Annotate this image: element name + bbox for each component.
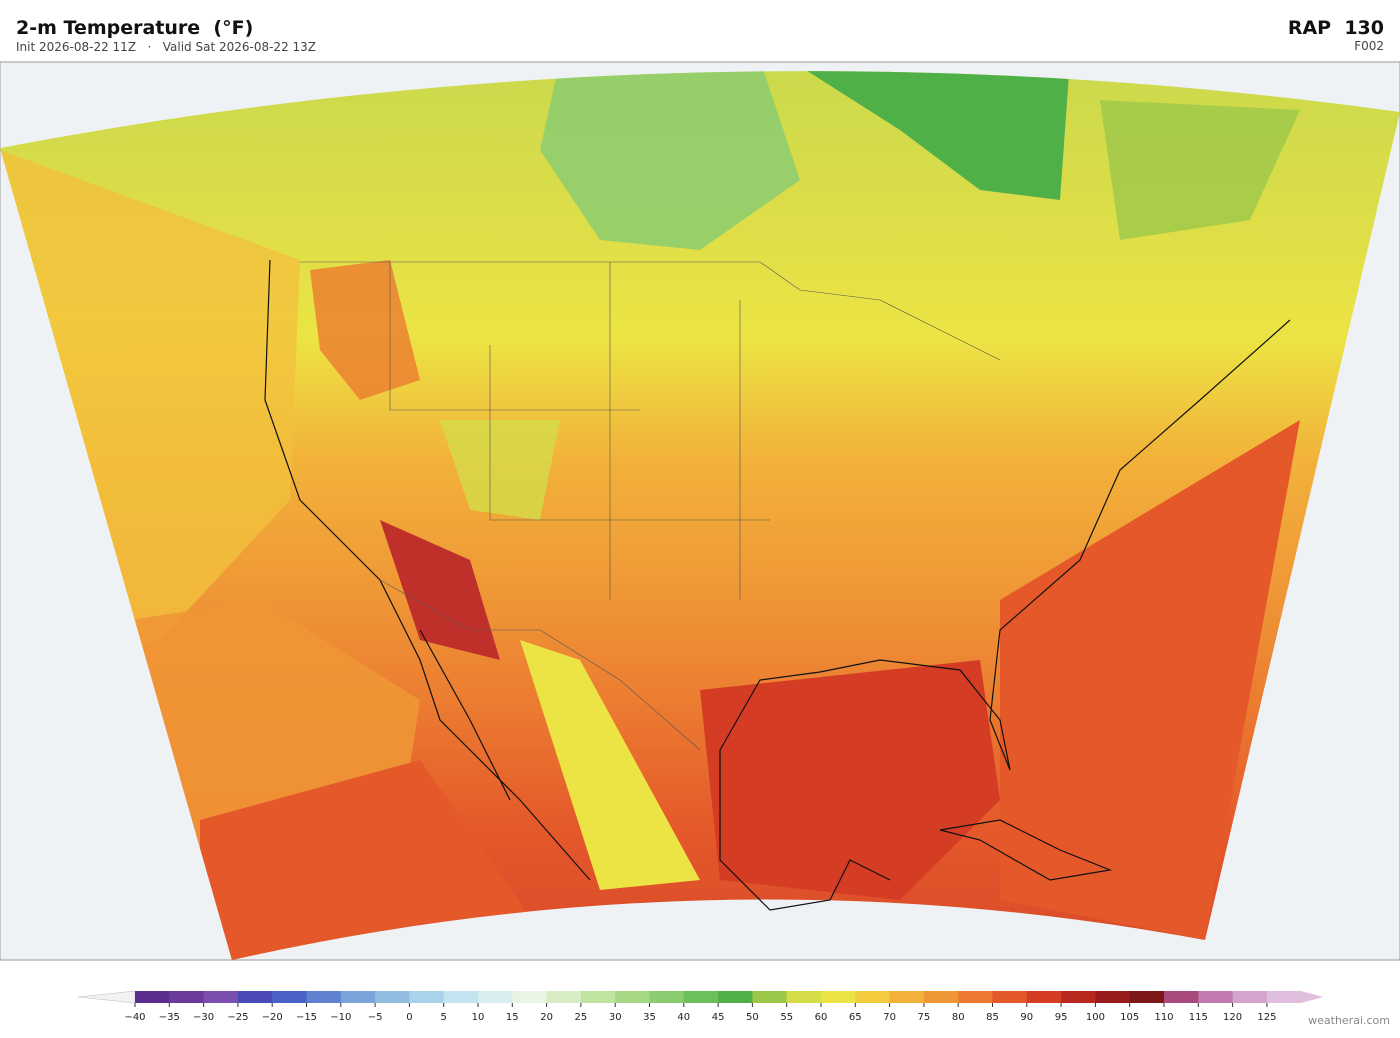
colorbar-tick-label: −15: [296, 1012, 317, 1023]
colorbar-segment: [306, 991, 342, 1003]
colorbar-tick-label: 0: [406, 1012, 412, 1023]
colorbar-segment: [786, 991, 822, 1003]
colorbar-segment: [169, 991, 204, 1003]
colorbar-tick-label: 120: [1223, 1012, 1242, 1023]
colorbar-tick-label: 45: [712, 1012, 725, 1023]
title: 2-m Temperature (°F): [16, 17, 253, 39]
colorbar-tick-label: 35: [643, 1012, 656, 1023]
colorbar-extension: [1301, 991, 1324, 1003]
colorbar-tick-label: 15: [506, 1012, 519, 1023]
colorbar-segment: [478, 991, 513, 1003]
colorbar-tick-label: 70: [883, 1012, 896, 1023]
colorbar-tick-label: 100: [1086, 1012, 1105, 1023]
colorbar-segment: [1198, 991, 1233, 1003]
colorbar-segment: [237, 991, 273, 1003]
borders: [300, 261, 1001, 751]
colorbar-segment: [1164, 991, 1199, 1003]
colorbar-segment: [718, 991, 753, 1003]
colorbar-tick-label: 60: [815, 1012, 828, 1023]
colorbar-tick-label: 40: [677, 1012, 690, 1023]
colorbar-tick-label: 50: [746, 1012, 759, 1023]
colorbar-segment: [958, 991, 993, 1003]
colorbar-segment: [1266, 991, 1302, 1003]
colorbar-segment: [203, 991, 239, 1003]
colorbar-tick-label: −30: [193, 1012, 214, 1023]
colorbar-segment: [992, 991, 1028, 1003]
colorbar-tick-label: 80: [952, 1012, 965, 1023]
colorbar-segment: [443, 991, 479, 1003]
colorbar-tick-label: 90: [1020, 1012, 1033, 1023]
colorbar-tick-label: 85: [986, 1012, 999, 1023]
forecast-hour: F002: [1354, 39, 1384, 53]
credit: weatherai.com: [1308, 1014, 1390, 1027]
colorbar-tick-label: 125: [1257, 1012, 1276, 1023]
colorbar-segment: [1129, 991, 1165, 1003]
model-label: RAP 130: [1288, 17, 1384, 39]
colorbar-segment: [1026, 991, 1062, 1003]
colorbar-tick-label: −20: [262, 1012, 283, 1023]
colorbar-tick-label: −25: [227, 1012, 248, 1023]
colorbar-tick-label: 110: [1154, 1012, 1173, 1023]
colorbar-tick-label: 30: [609, 1012, 622, 1023]
colorbar-extension: [77, 990, 136, 1004]
coastlines: [264, 259, 1291, 911]
colorbar-tick-label: 25: [575, 1012, 588, 1023]
colorbar-segment: [512, 991, 547, 1003]
colorbar-segment: [546, 991, 582, 1003]
colorbar-tick-label: −10: [330, 1012, 351, 1023]
colorbar-segment: [752, 991, 788, 1003]
colorbar-segment: [855, 991, 890, 1003]
colorbar: −40 −35 −30 −25 −20 −15 −10 −5 0 5 10 15 20 25 30 35 40 4…: [77, 990, 1324, 1023]
colorbar-tick-label: −35: [159, 1012, 180, 1023]
colorbar-tick-label: 75: [918, 1012, 931, 1023]
colorbar-segment: [889, 991, 925, 1003]
colorbar-segment: [649, 991, 685, 1003]
colorbar-tick-label: 5: [441, 1012, 447, 1023]
colorbar-tick-label: 105: [1120, 1012, 1139, 1023]
colorbar-segment: [135, 991, 170, 1003]
colorbar-tick-label: 55: [780, 1012, 793, 1023]
colorbar-segment: [1061, 991, 1096, 1003]
colorbar-tick-label: 65: [849, 1012, 862, 1023]
colorbar-segment: [580, 991, 616, 1003]
colorbar-segment: [272, 991, 307, 1003]
colorbar-segment: [340, 991, 376, 1003]
colorbar-segment: [1232, 991, 1268, 1003]
colorbar-segment: [615, 991, 650, 1003]
subtitle: Init 2026-08-22 11Z · Valid Sat 2026-08-…: [16, 40, 316, 54]
colorbar-segment: [409, 991, 445, 1003]
colorbar-tick-label: 10: [472, 1012, 485, 1023]
colorbar-tick-label: −40: [124, 1012, 145, 1023]
colorbar-segment: [1095, 991, 1131, 1003]
colorbar-tick-label: 20: [540, 1012, 553, 1023]
colorbar-segment: [375, 991, 410, 1003]
colorbar-tick-label: −5: [368, 1012, 383, 1023]
colorbar-tick-label: 115: [1189, 1012, 1208, 1023]
temperature-field: [0, 71, 1400, 960]
colorbar-tick-label: 95: [1055, 1012, 1068, 1023]
colorbar-segment: [923, 991, 959, 1003]
colorbar-segment: [683, 991, 719, 1003]
colorbar-segment: [821, 991, 856, 1003]
